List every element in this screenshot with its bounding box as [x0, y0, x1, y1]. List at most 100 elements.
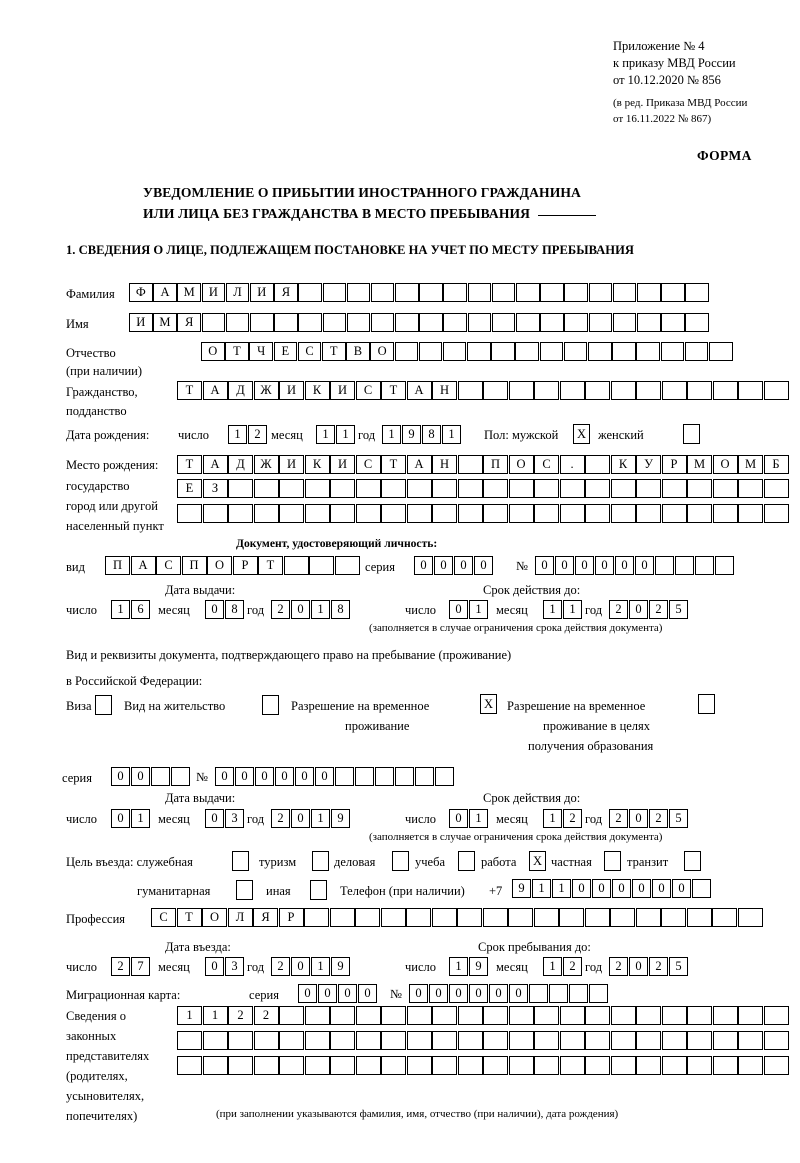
char-cell[interactable] — [304, 1056, 330, 1075]
char-cell[interactable]: 0 — [672, 879, 691, 898]
char-cell[interactable]: П — [483, 455, 508, 474]
char-cell[interactable]: 0 — [215, 767, 234, 786]
sex-female-checkbox[interactable] — [683, 424, 700, 444]
char-cell[interactable] — [304, 504, 330, 523]
char-cell[interactable]: 0 — [595, 556, 614, 575]
char-cell[interactable] — [432, 479, 457, 498]
char-cell[interactable] — [355, 504, 381, 523]
char-cell[interactable]: 1 — [382, 425, 401, 444]
char-cell[interactable]: И — [330, 381, 355, 400]
char-cell[interactable]: 0 — [255, 767, 274, 786]
char-cell[interactable]: Р — [232, 556, 258, 575]
char-cell[interactable]: 0 — [414, 556, 433, 575]
char-cell[interactable] — [457, 479, 483, 498]
char-cell[interactable]: 9 — [512, 879, 531, 898]
char-cell[interactable]: М — [738, 455, 763, 474]
char-cell[interactable]: 8 — [422, 425, 441, 444]
char-cell[interactable] — [394, 342, 419, 361]
char-cell[interactable]: В — [346, 342, 370, 361]
char-cell[interactable] — [763, 1031, 789, 1050]
char-cell[interactable]: О — [508, 455, 534, 474]
char-cell[interactable]: Б — [763, 455, 789, 474]
char-cell[interactable] — [612, 283, 637, 302]
char-cell[interactable] — [483, 1031, 508, 1050]
char-cell[interactable] — [375, 767, 394, 786]
char-cell[interactable] — [661, 1006, 687, 1025]
char-cell[interactable]: 2 — [111, 957, 130, 976]
char-cell[interactable] — [177, 1031, 202, 1050]
char-cell[interactable]: А — [406, 455, 432, 474]
char-cell[interactable]: 0 — [469, 984, 488, 1003]
char-cell[interactable] — [687, 1006, 712, 1025]
char-cell[interactable]: 2 — [271, 809, 290, 828]
char-cell[interactable] — [483, 1006, 508, 1025]
char-cell[interactable]: Е — [273, 342, 298, 361]
char-cell[interactable] — [304, 479, 330, 498]
char-cell[interactable] — [330, 1031, 355, 1050]
char-cell[interactable]: 2 — [228, 1006, 253, 1025]
char-cell[interactable] — [435, 767, 454, 786]
char-cell[interactable]: Л — [227, 908, 253, 927]
char-cell[interactable]: З — [202, 479, 228, 498]
char-cell[interactable] — [370, 283, 395, 302]
char-cell[interactable] — [202, 504, 228, 523]
char-cell[interactable] — [585, 504, 610, 523]
char-cell[interactable] — [406, 1031, 432, 1050]
char-cell[interactable] — [610, 908, 635, 927]
char-cell[interactable] — [636, 1006, 661, 1025]
char-cell[interactable] — [329, 908, 355, 927]
char-cell[interactable]: 3 — [225, 809, 244, 828]
char-cell[interactable] — [564, 313, 588, 332]
char-cell[interactable]: 2 — [609, 809, 628, 828]
char-cell[interactable] — [661, 908, 686, 927]
char-cell[interactable]: Т — [381, 381, 406, 400]
char-cell[interactable] — [610, 381, 636, 400]
char-cell[interactable] — [304, 908, 329, 927]
char-cell[interactable] — [540, 283, 564, 302]
char-cell[interactable] — [225, 313, 250, 332]
char-cell[interactable] — [346, 283, 371, 302]
char-cell[interactable]: 0 — [629, 600, 648, 619]
char-cell[interactable] — [540, 313, 564, 332]
char-cell[interactable] — [279, 504, 304, 523]
char-cell[interactable] — [589, 984, 608, 1003]
char-cell[interactable]: А — [406, 381, 432, 400]
char-cell[interactable] — [322, 283, 347, 302]
char-cell[interactable] — [559, 1006, 585, 1025]
char-cell[interactable]: 0 — [291, 809, 310, 828]
char-cell[interactable] — [457, 504, 483, 523]
char-cell[interactable]: А — [153, 283, 177, 302]
char-cell[interactable]: О — [201, 342, 225, 361]
char-cell[interactable] — [370, 313, 395, 332]
char-cell[interactable]: 1 — [311, 957, 330, 976]
char-cell[interactable]: С — [297, 342, 322, 361]
char-cell[interactable] — [610, 1006, 636, 1025]
char-cell[interactable]: 1 — [449, 957, 468, 976]
char-cell[interactable]: Ч — [249, 342, 273, 361]
char-cell[interactable] — [381, 479, 406, 498]
purpose-business-checkbox[interactable] — [392, 851, 409, 871]
char-cell[interactable] — [406, 1056, 432, 1075]
char-cell[interactable]: 1 — [336, 425, 355, 444]
char-cell[interactable] — [738, 479, 763, 498]
char-cell[interactable] — [483, 479, 508, 498]
char-cell[interactable] — [279, 1006, 304, 1025]
char-cell[interactable] — [636, 504, 661, 523]
char-cell[interactable]: 0 — [205, 600, 224, 619]
char-cell[interactable] — [508, 381, 534, 400]
char-cell[interactable]: 2 — [609, 600, 628, 619]
char-cell[interactable]: 0 — [434, 556, 453, 575]
representatives-row-2-boxes[interactable] — [177, 1031, 789, 1050]
char-cell[interactable]: 2 — [649, 809, 668, 828]
char-cell[interactable]: П — [181, 556, 207, 575]
purpose-transit-checkbox[interactable] — [684, 851, 701, 871]
